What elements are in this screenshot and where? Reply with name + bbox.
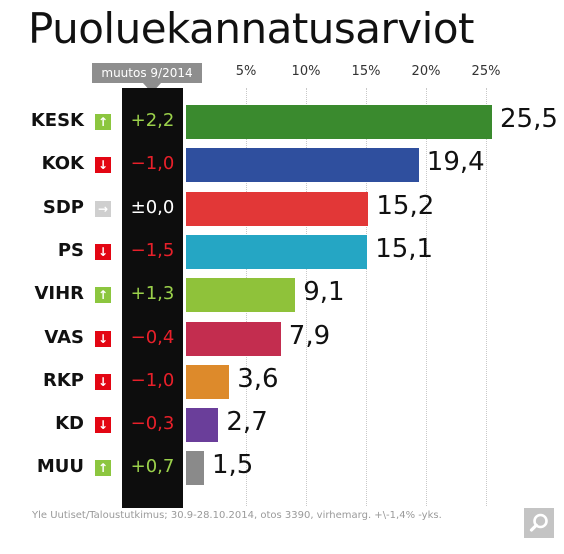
change-value: −0,4 <box>130 326 175 348</box>
source-note: Yle Uutiset/Taloustutkimus; 30.9-28.10.2… <box>32 510 442 521</box>
x-tick-label: 10% <box>291 64 321 79</box>
value-label: 2,7 <box>226 407 268 438</box>
gridline <box>426 88 427 506</box>
change-up-icon: ↑ <box>95 287 111 304</box>
value-label: 19,4 <box>426 147 485 178</box>
party-label: VAS <box>44 326 84 348</box>
change-down-icon: ↓ <box>95 157 111 174</box>
bar <box>186 148 419 183</box>
bar <box>186 105 492 139</box>
change-up-icon: ↑ <box>95 460 111 477</box>
change-down-icon: ↓ <box>95 417 111 434</box>
change-up-icon: ↑ <box>95 114 111 130</box>
bar <box>186 451 204 486</box>
x-tick-label: 20% <box>411 64 441 79</box>
party-label: VIHR <box>34 283 84 305</box>
change-value: +0,7 <box>130 456 175 478</box>
value-label: 3,6 <box>237 363 279 394</box>
bar <box>186 408 219 443</box>
change-value: ±0,0 <box>130 196 175 218</box>
chart-title: Puoluekannatusarviot <box>28 4 475 53</box>
x-tick-label: 25% <box>471 64 501 79</box>
x-tick-label: 15% <box>351 64 381 79</box>
party-label: MUU <box>36 456 84 478</box>
value-label: 1,5 <box>212 450 254 481</box>
magnifier-icon <box>529 513 548 532</box>
change-neutral-icon: → <box>95 200 111 217</box>
party-label: KESK <box>30 110 84 131</box>
bar <box>186 321 281 356</box>
gridline <box>486 88 487 506</box>
change-value: −1,5 <box>130 239 175 261</box>
party-label: PS <box>57 239 84 261</box>
change-down-icon: ↓ <box>95 330 111 347</box>
x-tick-label: 5% <box>235 64 257 79</box>
change-value: −1,0 <box>130 153 175 175</box>
change-value: −0,3 <box>130 413 175 435</box>
bar <box>186 191 369 226</box>
value-label: 15,2 <box>376 190 435 221</box>
gridline <box>366 88 367 506</box>
party-label: KOK <box>41 153 84 175</box>
bar <box>186 364 230 399</box>
party-label: KD <box>55 413 84 435</box>
zoom-button[interactable] <box>524 508 554 538</box>
party-label: SDP <box>42 196 84 218</box>
change-value: −1,0 <box>130 369 175 391</box>
change-column-background <box>122 88 183 508</box>
party-label: RKP <box>42 369 84 391</box>
value-label: 9,1 <box>303 277 345 308</box>
change-header: muutos 9/2014 <box>92 63 202 83</box>
gridline <box>306 88 307 506</box>
value-label: 25,5 <box>500 104 558 134</box>
value-label: 7,9 <box>288 320 331 351</box>
bar <box>186 234 368 269</box>
change-value: +2,2 <box>130 110 175 131</box>
change-down-icon: ↓ <box>95 243 111 260</box>
value-label: 15,1 <box>375 233 434 264</box>
change-down-icon: ↓ <box>95 373 111 390</box>
bar <box>186 278 296 313</box>
change-value: +1,3 <box>130 283 175 305</box>
